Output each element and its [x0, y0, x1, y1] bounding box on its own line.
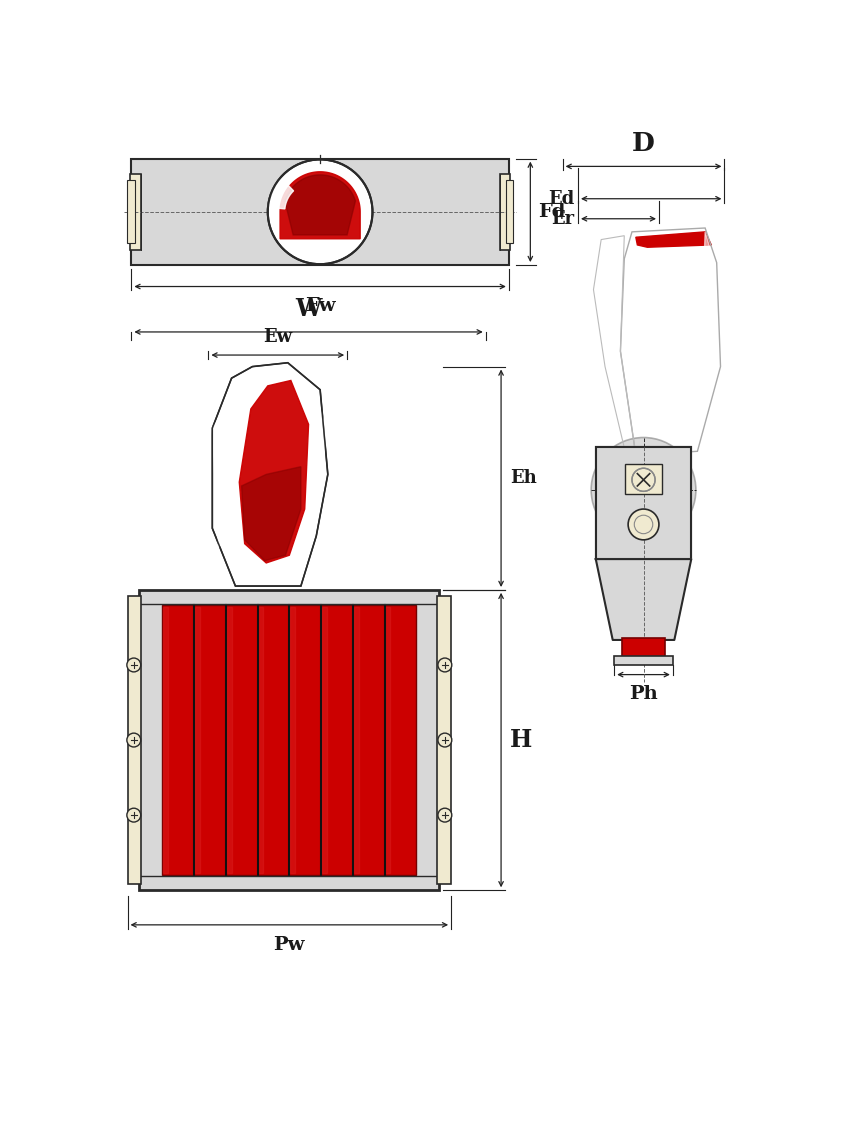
Circle shape	[628, 508, 659, 540]
Bar	[127, 181, 134, 243]
Polygon shape	[212, 405, 235, 548]
Bar	[506, 181, 513, 243]
Bar	[500, 174, 510, 250]
Polygon shape	[268, 179, 293, 209]
Bar	[622, 638, 665, 658]
Circle shape	[632, 468, 655, 492]
Text: Fw: Fw	[305, 297, 336, 315]
Bar	[128, 596, 141, 884]
Bar	[596, 447, 691, 559]
Bar	[437, 596, 451, 884]
Polygon shape	[697, 232, 717, 451]
Polygon shape	[195, 607, 200, 873]
Polygon shape	[354, 607, 359, 873]
Polygon shape	[285, 175, 355, 235]
Bar	[130, 174, 141, 250]
Text: Er: Er	[551, 210, 575, 228]
Bar	[596, 447, 691, 559]
Circle shape	[591, 437, 696, 542]
Polygon shape	[280, 172, 360, 238]
Text: Fd: Fd	[538, 202, 565, 220]
Circle shape	[268, 159, 372, 264]
Text: H: H	[510, 728, 533, 753]
Bar	[625, 464, 662, 494]
Polygon shape	[241, 467, 301, 560]
Polygon shape	[212, 363, 328, 586]
Bar	[162, 606, 416, 875]
Polygon shape	[620, 228, 721, 455]
Text: W: W	[295, 297, 322, 321]
Polygon shape	[636, 232, 711, 247]
Polygon shape	[322, 607, 326, 873]
Text: Eh: Eh	[510, 469, 537, 487]
Polygon shape	[593, 236, 636, 458]
Circle shape	[127, 658, 141, 672]
Circle shape	[127, 733, 141, 747]
Bar	[615, 657, 673, 664]
Polygon shape	[227, 607, 231, 873]
Polygon shape	[309, 398, 326, 497]
Polygon shape	[596, 559, 691, 640]
Text: Ed: Ed	[548, 190, 575, 208]
Text: Pw: Pw	[274, 936, 305, 954]
Text: Ph: Ph	[629, 686, 658, 703]
Text: Ew: Ew	[264, 328, 292, 346]
Polygon shape	[240, 381, 309, 563]
Circle shape	[634, 515, 653, 533]
Text: D: D	[632, 131, 655, 156]
Circle shape	[438, 658, 452, 672]
Polygon shape	[258, 607, 264, 873]
Bar	[132, 158, 509, 264]
Bar	[139, 590, 439, 890]
Circle shape	[438, 808, 452, 822]
Polygon shape	[290, 607, 295, 873]
Circle shape	[438, 733, 452, 747]
Polygon shape	[385, 607, 390, 873]
Polygon shape	[163, 607, 168, 873]
Circle shape	[127, 808, 141, 822]
